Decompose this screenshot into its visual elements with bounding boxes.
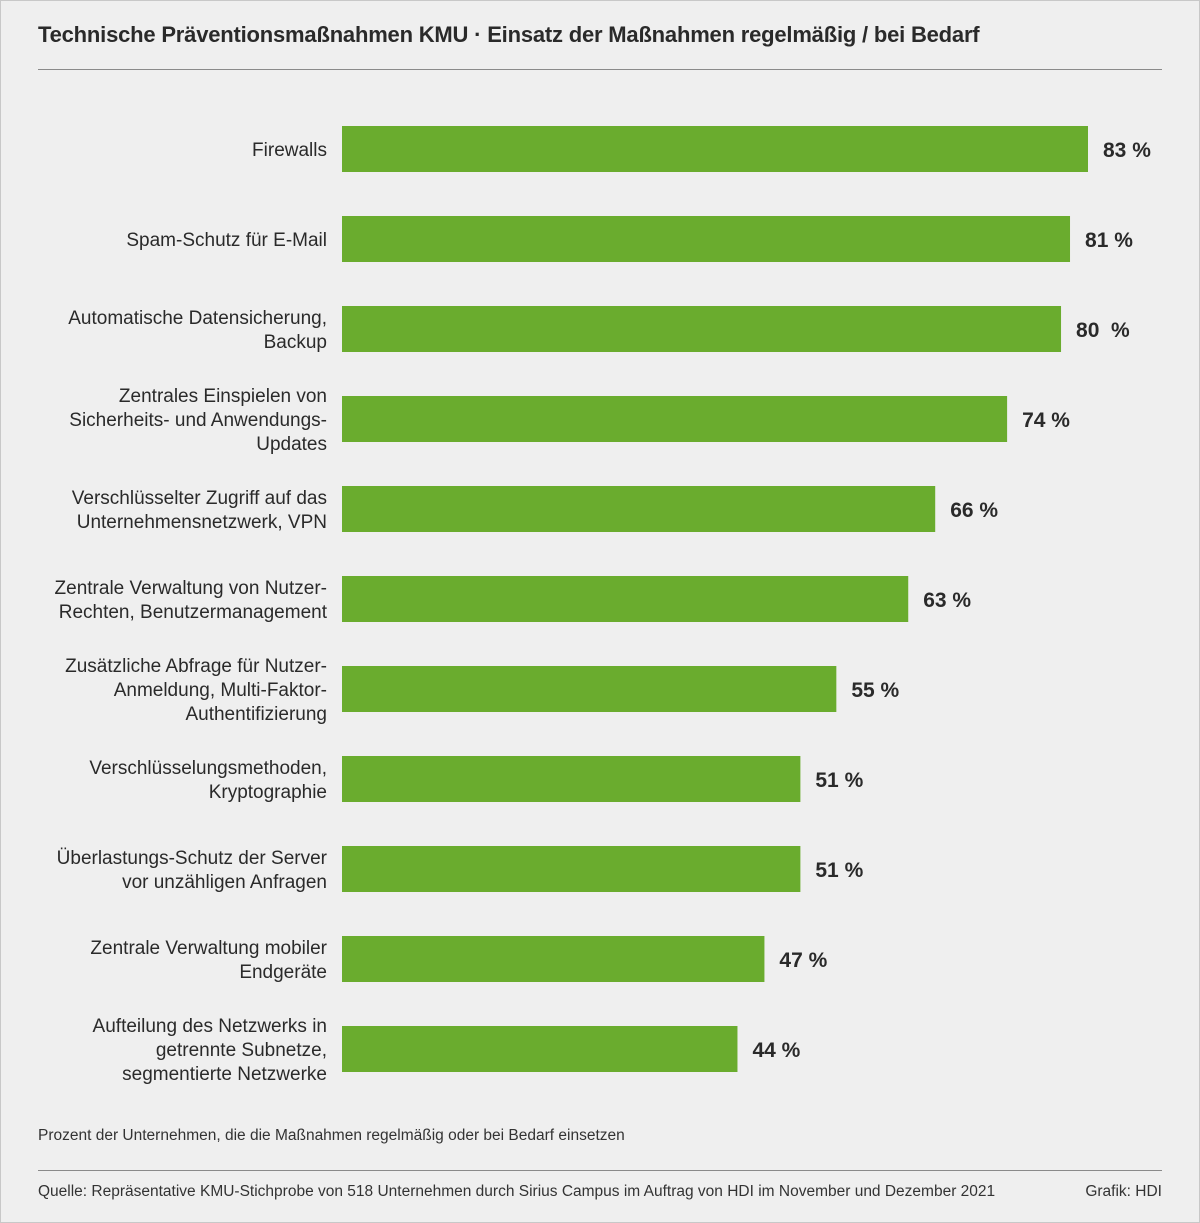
category-label-3: Automatische Datensicherung, Backup: [68, 308, 327, 353]
footer-divider: [38, 1170, 1162, 1171]
bar-11: [342, 1026, 738, 1072]
category-label-8: Verschlüsselungsmethoden, Kryptographie: [89, 758, 327, 803]
category-label-line: Verschlüsselter Zugriff auf das: [72, 488, 327, 509]
value-label-11: 44 %: [752, 1039, 800, 1062]
category-label-6: Zentrale Verwaltung von Nutzer- Rechten, …: [55, 578, 328, 623]
bar-4: [342, 396, 1008, 442]
category-label-9: Überlastungs-Schutz der Server vor unzähl…: [57, 848, 328, 893]
category-label-2: Spam-Schutz für E-Mail: [126, 230, 327, 251]
bar-5: [342, 486, 936, 532]
source-text: Quelle: Repräsentative KMU-Stichprobe vo…: [38, 1183, 996, 1200]
category-label-line: Automatische Datensicherung,: [68, 308, 327, 329]
category-label-line: vor unzähligen Anfragen: [122, 872, 327, 893]
bar-2: [342, 216, 1071, 262]
category-label-line: Zentrales Einspielen von: [119, 386, 327, 407]
title-divider: [38, 69, 1162, 70]
value-label-8: 51 %: [815, 769, 863, 792]
category-label-line: Anmeldung, Multi-Faktor-: [114, 680, 327, 701]
category-label-11: Aufteilung des Netzwerks in getrennte Sub…: [93, 1016, 327, 1085]
value-label-5: 66 %: [950, 499, 998, 522]
bar-10: [342, 936, 765, 982]
value-label-2: 81 %: [1085, 229, 1133, 252]
category-label-10: Zentrale Verwaltung mobiler Endgeräte: [90, 938, 327, 983]
category-label-line: Firewalls: [252, 140, 327, 161]
category-label-5: Verschlüsselter Zugriff auf das Unternehm…: [72, 488, 327, 533]
value-label-7: 55 %: [851, 679, 899, 702]
bar-chart: Firewalls 83 % Spam-Schutz für E-Mail 81 % A…: [55, 126, 1151, 1085]
value-label-6: 63 %: [923, 589, 971, 612]
category-label-line: Verschlüsselungsmethoden,: [89, 758, 327, 779]
category-label-line: Kryptographie: [209, 782, 327, 803]
value-label-3: 80 %: [1076, 319, 1130, 342]
value-label-9: 51 %: [815, 859, 863, 882]
bar-6: [342, 576, 909, 622]
value-label-4: 74 %: [1022, 409, 1070, 432]
credit-text: Grafik: HDI: [1085, 1183, 1162, 1200]
category-label-line: Backup: [264, 332, 327, 353]
chart-title: Technische Präventionsmaßnahmen KMU · Ei…: [38, 22, 980, 47]
category-label-line: Authentifizierung: [185, 704, 327, 725]
bar-8: [342, 756, 801, 802]
category-label-line: Zusätzliche Abfrage für Nutzer-: [65, 656, 327, 677]
category-label-line: Updates: [256, 434, 327, 455]
category-label-line: Endgeräte: [239, 962, 327, 983]
bar-3: [342, 306, 1062, 352]
category-label-line: Rechten, Benutzermanagement: [59, 602, 328, 623]
chart-note: Prozent der Unternehmen, die die Maßnahm…: [38, 1127, 625, 1144]
category-label-line: Überlastungs-Schutz der Server: [57, 848, 328, 869]
category-label-line: getrennte Subnetze,: [156, 1040, 327, 1061]
bar-1: [342, 126, 1088, 172]
value-label-1: 83 %: [1103, 139, 1151, 162]
category-label-line: Spam-Schutz für E-Mail: [126, 230, 327, 251]
category-label-line: Zentrale Verwaltung von Nutzer-: [55, 578, 327, 599]
bar-7: [342, 666, 837, 712]
category-label-7: Zusätzliche Abfrage für Nutzer- Anmeldung…: [65, 656, 327, 725]
category-label-4: Zentrales Einspielen von Sicherheits- und…: [69, 386, 327, 455]
category-label-line: Unternehmensnetzwerk, VPN: [77, 512, 327, 533]
bar-9: [342, 846, 801, 892]
category-label-1: Firewalls: [252, 140, 327, 161]
category-label-line: segmentierte Netzwerke: [122, 1064, 327, 1085]
category-label-line: Sicherheits- und Anwendungs-: [69, 410, 327, 431]
category-label-line: Aufteilung des Netzwerks in: [93, 1016, 327, 1037]
category-label-line: Zentrale Verwaltung mobiler: [90, 938, 327, 959]
value-label-10: 47 %: [779, 949, 827, 972]
